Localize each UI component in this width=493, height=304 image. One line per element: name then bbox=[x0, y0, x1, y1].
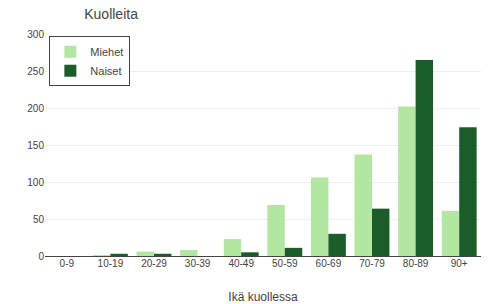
svg-text:Kuolleita: Kuolleita bbox=[84, 6, 138, 22]
svg-text:Ikä kuollessa: Ikä kuollessa bbox=[228, 290, 298, 304]
svg-text:80-89: 80-89 bbox=[403, 258, 429, 269]
svg-text:150: 150 bbox=[27, 140, 44, 151]
svg-text:60-69: 60-69 bbox=[316, 258, 342, 269]
svg-text:20-29: 20-29 bbox=[141, 258, 167, 269]
svg-text:40-49: 40-49 bbox=[228, 258, 254, 269]
svg-text:0: 0 bbox=[38, 251, 44, 262]
svg-text:70-79: 70-79 bbox=[359, 258, 385, 269]
svg-text:100: 100 bbox=[27, 177, 44, 188]
svg-text:200: 200 bbox=[27, 103, 44, 114]
svg-text:50: 50 bbox=[33, 214, 45, 225]
svg-text:50-59: 50-59 bbox=[272, 258, 298, 269]
svg-text:10-19: 10-19 bbox=[98, 258, 124, 269]
svg-text:Naiset: Naiset bbox=[90, 65, 121, 77]
svg-text:30-39: 30-39 bbox=[185, 258, 211, 269]
svg-text:0-9: 0-9 bbox=[60, 258, 75, 269]
svg-text:90+: 90+ bbox=[451, 258, 468, 269]
svg-text:300: 300 bbox=[27, 29, 44, 40]
svg-text:250: 250 bbox=[27, 66, 44, 77]
svg-text:Miehet: Miehet bbox=[90, 46, 123, 58]
